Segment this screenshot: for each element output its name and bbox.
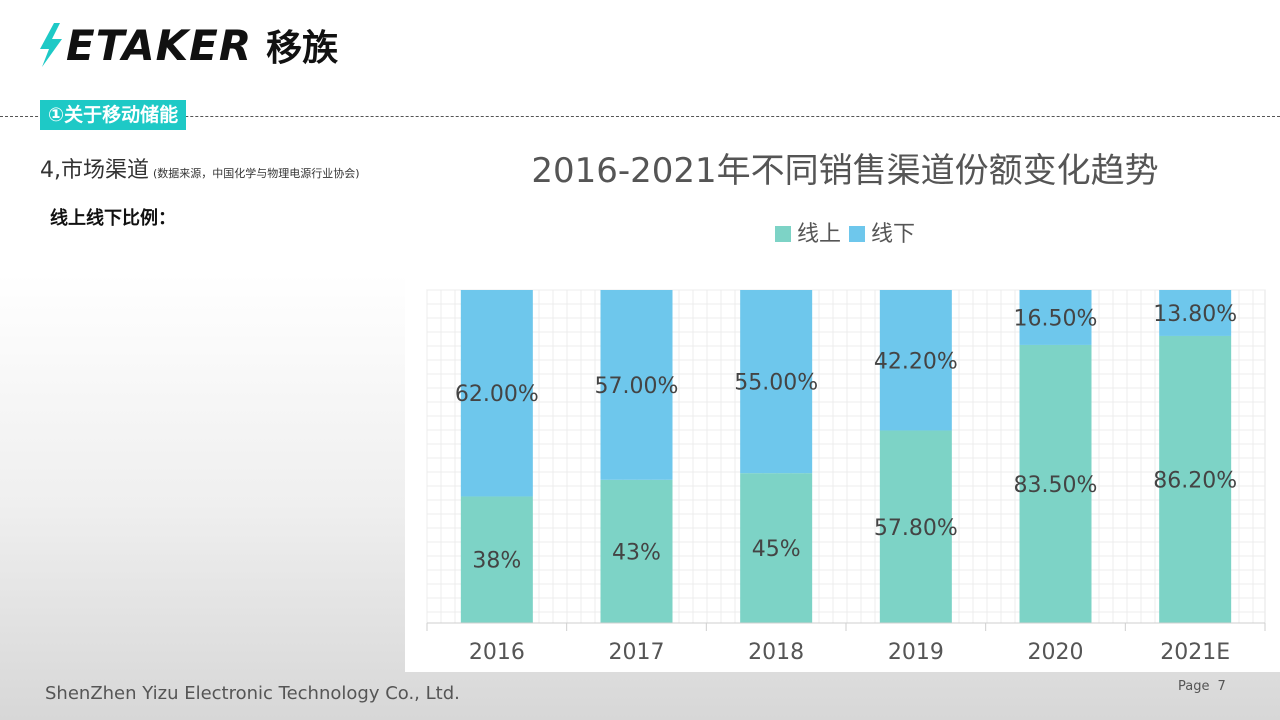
page-label: Page	[1178, 679, 1210, 694]
data-label: 83.50%	[1014, 473, 1098, 498]
data-label: 45%	[752, 537, 801, 562]
x-tick-label: 2016	[469, 640, 525, 665]
x-tick-label: 2021E	[1160, 640, 1230, 665]
page-number: 7	[1217, 679, 1226, 694]
bar-segment	[1159, 290, 1232, 336]
logo-chinese-name: 移族	[266, 28, 339, 69]
company-logo: ETAKER 移族	[36, 20, 339, 70]
data-source-note: (数据来源，中国化学与物理电源行业协会)	[153, 167, 360, 180]
bar-segment	[879, 430, 952, 623]
data-label: 55.00%	[734, 371, 818, 396]
section-heading: 4,市场渠道 (数据来源，中国化学与物理电源行业协会)	[40, 152, 360, 184]
footer-company-name: ShenZhen Yizu Electronic Technology Co.,…	[45, 683, 460, 704]
data-label: 42.20%	[874, 349, 958, 374]
legend-label: 线下	[871, 222, 915, 247]
data-label: 16.50%	[1014, 306, 1098, 331]
data-label: 13.80%	[1153, 302, 1237, 327]
x-tick-label: 2017	[609, 640, 665, 665]
bar-segment	[460, 496, 533, 623]
legend-label: 线上	[797, 222, 841, 247]
data-label: 86.20%	[1153, 468, 1237, 493]
footer-page-indicator: Page 7	[1178, 679, 1234, 694]
data-label: 57.80%	[874, 516, 958, 541]
subheading: 线上线下比例：	[50, 208, 176, 229]
heading-title: 4,市场渠道	[40, 158, 149, 183]
logo-text: ETAKER	[66, 20, 253, 70]
data-label: 62.00%	[455, 382, 539, 407]
x-tick-label: 2020	[1028, 640, 1084, 665]
bar-segment	[600, 290, 673, 480]
bar-segment	[740, 290, 813, 474]
bar-segment	[1159, 335, 1232, 623]
chart-legend: 线上 线下	[775, 222, 915, 247]
bar-segment	[600, 479, 673, 623]
data-label: 57.00%	[595, 374, 679, 399]
chart-bars: 38% 62.00% 43% 57.00% 45% 55.00% 57.80% 42.20% 8…	[455, 290, 1237, 623]
chart-grid	[426, 289, 1266, 624]
header-divider	[0, 116, 1280, 117]
bar-segment	[740, 473, 813, 623]
data-label: 38%	[472, 549, 521, 574]
section-tag: ①关于移动储能	[40, 100, 187, 130]
data-label: 43%	[612, 540, 661, 565]
stacked-bar-chart: 2016-2021年不同销售渠道份额变化趋势 线上 线下 38% 62.00% 43%…	[426, 151, 1266, 665]
x-axis: 2016 2017 2018 2019 2020 2021E	[426, 622, 1266, 665]
legend-swatch	[849, 226, 865, 242]
x-tick-label: 2018	[748, 640, 804, 665]
bar-segment	[460, 290, 533, 497]
chart-panel: 2016-2021年不同销售渠道份额变化趋势 线上 线下 38% 62.00% 43%…	[405, 137, 1280, 672]
chart-title: 2016-2021年不同销售渠道份额变化趋势	[531, 151, 1158, 191]
legend-swatch	[775, 226, 791, 242]
lightning-bolt-icon	[40, 23, 62, 67]
x-tick-label: 2019	[888, 640, 944, 665]
bar-segment	[879, 290, 952, 431]
bar-segment	[1019, 344, 1092, 623]
bar-segment	[1019, 290, 1092, 345]
